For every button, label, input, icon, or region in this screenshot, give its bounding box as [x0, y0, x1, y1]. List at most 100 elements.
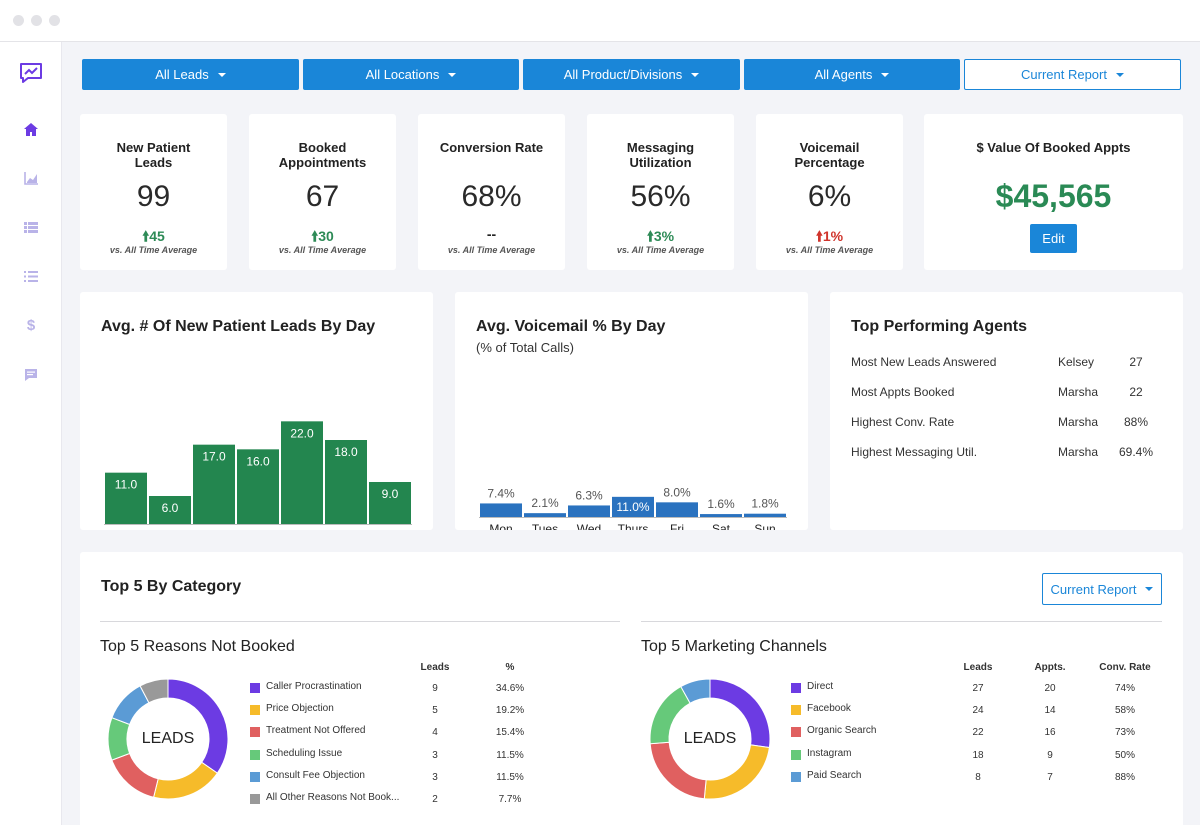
bar-value-label: 2.1%: [531, 496, 559, 510]
kpi-delta: 🠙1%: [756, 226, 903, 250]
kpi-title: Conversion Rate: [439, 140, 544, 155]
all-agents-filter[interactable]: All Agents: [744, 59, 960, 90]
bar-mon: [480, 503, 522, 517]
window-minimize-dot[interactable]: [31, 15, 42, 26]
voicemail-by-day-chart: 7.4% Mon 2.1% Tues 6.3% Wed 11.0% Thurs 8.0% Fri 1…: [479, 485, 787, 530]
column-header: %: [505, 662, 515, 673]
line-chart-icon[interactable]: [19, 166, 43, 190]
x-tick-label: Thurs: [618, 522, 649, 530]
leads-cell: 4: [432, 727, 438, 739]
kpi-card-messaging-utilization: Messaging Utilization 56% 🠙3% vs. All Ti…: [587, 114, 734, 270]
pct-cell: 15.4%: [495, 727, 525, 739]
legend-label: Scheduling Issue: [266, 747, 343, 759]
donut-slice-channel: [649, 741, 707, 800]
home-icon[interactable]: [19, 117, 43, 141]
top-agents-title: Top Performing Agents: [851, 318, 1027, 335]
all-leads-filter[interactable]: All Leads: [82, 59, 299, 90]
leads-cell: 8: [975, 771, 981, 783]
legend-swatch: [250, 705, 260, 716]
agent-row: Highest Conv. Rate Marsha 88%: [851, 415, 1171, 435]
bar-thurs: [612, 496, 654, 517]
agent-metric: Highest Messaging Util.: [851, 445, 978, 459]
pct-cell: 19.2%: [495, 705, 525, 717]
kpi-title: New Patient Leads: [116, 140, 191, 170]
caret-down-icon: [881, 72, 890, 77]
logo-chat-chart-icon[interactable]: [17, 59, 45, 87]
pct-cell: 7.7%: [498, 794, 522, 805]
top5-title: Top 5 By Category: [101, 578, 242, 595]
legend-swatch: [791, 749, 801, 760]
kpi-delta: 🠙3%: [587, 226, 734, 250]
conv-rate-cell: 58%: [1114, 705, 1135, 717]
current-report-filter[interactable]: Current Report: [964, 59, 1181, 90]
table-icon[interactable]: [19, 215, 43, 239]
leads-cell: 5: [432, 705, 438, 717]
bar-sun: [744, 513, 786, 517]
window-close-dot[interactable]: [13, 15, 24, 26]
x-tick-label: Tues: [157, 529, 183, 530]
x-tick-label: Sat: [712, 522, 731, 530]
x-tick-label: Mon: [114, 529, 137, 530]
window-maximize-dot[interactable]: [49, 15, 60, 26]
kpi-card-voicemail-percentage: Voicemail Percentage 6% 🠙1% vs. All Time…: [756, 114, 903, 270]
agent-value: 69.4%: [1118, 445, 1154, 459]
top5-current-report-dropdown[interactable]: Current Report: [1042, 573, 1162, 605]
divider: [100, 621, 620, 622]
pct-cell: 11.5%: [496, 749, 524, 761]
voicemail-by-day-subtitle: (% of Total Calls): [476, 340, 575, 355]
bar-value-label: 11.0: [115, 478, 138, 492]
donut-center-label: LEADS: [141, 730, 195, 747]
dropdown-label: Current Report: [1050, 581, 1137, 597]
kpi-note: vs. All Time Average: [785, 245, 874, 255]
bar-sat: [700, 514, 742, 517]
legend-swatch: [791, 727, 801, 738]
legend-label: Direct: [807, 681, 834, 692]
kpi-value: 68%: [461, 180, 522, 213]
donut-slice-reason: [107, 717, 131, 761]
legend-label: Instagram: [807, 747, 852, 759]
column-header: Conv. Rate: [1099, 662, 1151, 673]
leads-cell: 18: [972, 749, 984, 761]
donut-slice-reason: [111, 752, 159, 798]
leads-by-day-title: Avg. # Of New Patient Leads By Day: [101, 318, 376, 335]
list-icon[interactable]: [19, 264, 43, 288]
caret-down-icon: [448, 72, 457, 77]
x-tick-label: Wed: [577, 522, 601, 530]
bar-sat: [325, 440, 367, 524]
caret-down-icon: [1145, 587, 1154, 591]
legend-label: Consult Fee Objection: [266, 769, 365, 781]
agent-metric: Most New Leads Answered: [851, 355, 997, 369]
bar-value-label: 6.0: [162, 501, 179, 515]
divider: [641, 621, 1162, 622]
legend-swatch: [791, 771, 801, 782]
top5-card: Top 5 By Category Current Report Top 5 R…: [80, 552, 1183, 825]
pct-cell: 34.6%: [495, 683, 525, 694]
x-tick-label: Mon: [489, 522, 512, 530]
all-products-filter[interactable]: All Product/Divisions: [523, 59, 740, 90]
column-header: Appts.: [1034, 662, 1066, 673]
kpi-card-booked-appointments: Booked Appointments 67 🠙30 vs. All Time …: [249, 114, 396, 270]
legend-label: Treatment Not Offered: [266, 725, 366, 737]
conv-rate-cell: 73%: [1114, 727, 1135, 739]
all-locations-filter[interactable]: All Locations: [303, 59, 519, 90]
bar-value-label: 8.0%: [663, 485, 691, 499]
legend-label: All Other Reasons Not Book...: [266, 792, 400, 803]
arrow-up-icon: 🠙: [646, 228, 654, 244]
dollar-icon[interactable]: $: [26, 316, 36, 334]
bar-value-label: 6.3%: [575, 488, 603, 502]
kpi-delta-value: 1%: [822, 228, 844, 244]
x-tick-label: Sun: [379, 529, 400, 530]
window-titlebar: [0, 0, 1200, 42]
kpi-card-conversion-rate: Conversion Rate 68% -- vs. All Time Aver…: [418, 114, 565, 270]
bar-wed: [193, 444, 235, 524]
appts-cell: 20: [1044, 683, 1056, 694]
legend-label: Caller Procrastination: [266, 681, 362, 692]
bar-value-label: 17.0: [202, 450, 226, 464]
legend-label: Facebook: [807, 703, 851, 715]
kpi-value: 99: [136, 180, 171, 213]
leads-cell: 9: [432, 683, 438, 694]
appts-cell: 7: [1047, 771, 1053, 783]
edit-button[interactable]: Edit: [1030, 224, 1077, 253]
message-icon[interactable]: [19, 363, 43, 387]
leads-cell: 2: [432, 794, 438, 805]
